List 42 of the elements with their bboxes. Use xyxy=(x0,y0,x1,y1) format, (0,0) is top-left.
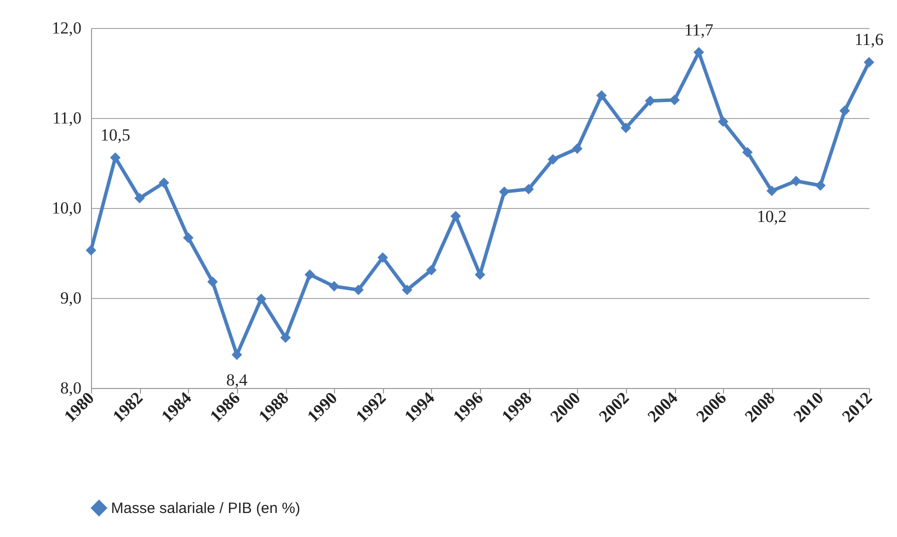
point xyxy=(669,94,680,106)
point xyxy=(742,146,753,158)
point xyxy=(256,294,266,304)
point xyxy=(110,152,121,163)
point xyxy=(694,47,704,58)
point xyxy=(766,186,777,196)
point xyxy=(839,106,850,116)
point xyxy=(596,90,607,101)
point xyxy=(644,96,656,106)
point xyxy=(378,252,388,263)
point xyxy=(328,281,340,292)
point xyxy=(158,178,170,188)
point xyxy=(426,264,437,276)
point xyxy=(450,210,461,222)
point xyxy=(280,332,291,343)
point xyxy=(572,143,582,154)
point xyxy=(353,284,364,296)
point xyxy=(523,184,534,194)
point xyxy=(499,186,510,198)
y-tick-label: 10,0 xyxy=(52,198,82,218)
point xyxy=(790,176,802,186)
point xyxy=(304,269,316,280)
annotation: 11,6 xyxy=(854,30,884,50)
annotation: 11,7 xyxy=(684,20,714,40)
annotation: 8,4 xyxy=(226,370,248,390)
point xyxy=(183,232,194,243)
point xyxy=(620,122,632,134)
point xyxy=(134,192,145,204)
annotation: 10,2 xyxy=(756,206,787,226)
y-tick-label: 11,0 xyxy=(52,108,82,128)
point xyxy=(864,56,874,68)
point xyxy=(232,349,242,360)
point xyxy=(207,276,218,288)
point xyxy=(718,116,728,127)
y-tick-label: 9,0 xyxy=(60,288,82,308)
annotation: 10,5 xyxy=(100,126,130,145)
point xyxy=(548,154,558,165)
point xyxy=(402,284,412,296)
point xyxy=(815,180,826,191)
legend-label: Masse salariale / PIB (en %) xyxy=(111,500,300,517)
point xyxy=(86,245,96,256)
y-tick-label: 12,0 xyxy=(52,18,82,38)
